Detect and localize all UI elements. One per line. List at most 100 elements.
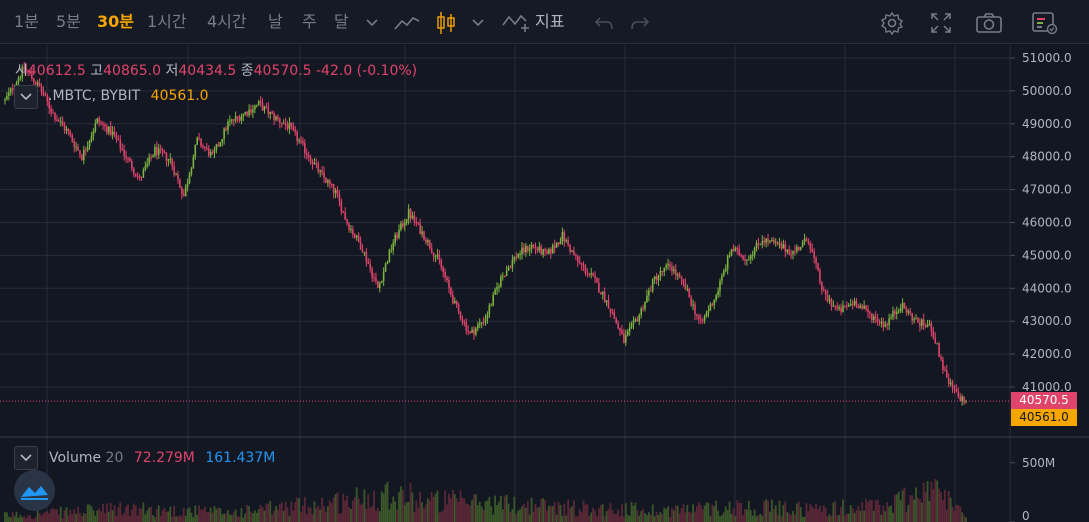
volume-bar: [48, 513, 51, 522]
candle-body: [561, 232, 564, 242]
volume-bar: [161, 510, 164, 522]
interval-4h-button[interactable]: 4시간: [207, 12, 247, 31]
candle-body: [217, 144, 220, 147]
candle-body: [594, 275, 596, 279]
volume-bar: [154, 517, 156, 522]
candle-body: [184, 186, 187, 197]
tradingview-logo[interactable]: [14, 470, 55, 511]
candlestick-icon[interactable]: [436, 0, 456, 44]
volume-bar: [202, 509, 204, 522]
redo-icon[interactable]: [630, 0, 650, 44]
candle-body: [152, 155, 154, 158]
candle-body: [338, 194, 341, 202]
candle-body: [536, 248, 539, 251]
symbol-collapse-button[interactable]: [14, 85, 38, 109]
volume-bar: [144, 514, 147, 522]
volume-bar: [571, 506, 573, 522]
layout-icon[interactable]: [1032, 0, 1058, 44]
volume-bar: [886, 502, 889, 522]
interval-1m-button[interactable]: 1분: [14, 12, 39, 31]
volume-bar: [505, 494, 508, 522]
volume-bar: [546, 510, 548, 522]
candle-body: [790, 254, 792, 256]
volume-bar: [567, 499, 570, 522]
interval-30m-button[interactable]: 30분: [97, 12, 134, 31]
volume-bar: [321, 497, 324, 522]
line-chart-icon[interactable]: [394, 0, 420, 44]
candle-body: [442, 267, 445, 273]
volume-bar: [594, 510, 596, 522]
candle-body: [375, 277, 377, 282]
interval-day-button[interactable]: 날: [268, 12, 283, 31]
volume-bar: [826, 516, 829, 522]
volume-bar: [19, 514, 22, 522]
volume-bar: [905, 511, 908, 522]
volume-bar: [682, 504, 685, 522]
candle-body: [674, 269, 677, 276]
candle-body: [113, 131, 116, 136]
volume-bar: [915, 487, 917, 522]
gear-icon[interactable]: [880, 0, 904, 44]
volume-bar: [599, 504, 602, 522]
indicators-label[interactable]: 지표: [535, 12, 565, 31]
candle-body: [513, 256, 516, 261]
candle-body: [838, 307, 840, 309]
interval-week-button[interactable]: 주: [302, 12, 317, 31]
candle-body: [109, 126, 112, 135]
volume-bar: [582, 500, 585, 522]
chevron-down-icon[interactable]: [366, 0, 378, 44]
candle-body: [225, 128, 227, 131]
volume-bar: [509, 511, 512, 522]
volume-bar: [530, 497, 533, 522]
interval-month-button[interactable]: 달: [334, 12, 349, 31]
candle-body: [546, 250, 548, 254]
volume-bar: [221, 514, 224, 522]
volume-bar: [317, 505, 320, 522]
candle-body: [448, 280, 450, 288]
candle-body: [423, 231, 425, 240]
candle-body: [248, 109, 250, 116]
candle-body: [678, 274, 681, 277]
candle-body: [244, 111, 247, 114]
candle-body: [292, 126, 295, 130]
volume-bar: [25, 518, 28, 522]
volume-bar: [394, 501, 397, 522]
volume-bar: [488, 496, 491, 522]
volume-bar: [96, 510, 99, 522]
undo-icon[interactable]: [594, 0, 614, 44]
candle-body: [190, 168, 193, 175]
volume-bar: [4, 511, 6, 522]
chart-grid: [0, 45, 1010, 522]
candle-body: [355, 235, 358, 238]
candle-body: [50, 108, 52, 113]
candle-body: [302, 140, 304, 144]
volume-bar: [238, 516, 241, 522]
volume-bar: [640, 511, 643, 522]
candle-body: [428, 240, 431, 249]
camera-icon[interactable]: [976, 0, 1002, 44]
volume-bar: [945, 509, 948, 522]
chart-type-chevron-down-icon[interactable]: [472, 0, 484, 44]
candle-body: [553, 245, 556, 248]
candle-body: [142, 169, 145, 178]
interval-5m-button[interactable]: 5분: [56, 12, 81, 31]
volume-bar: [922, 482, 925, 522]
volume-collapse-button[interactable]: [14, 446, 38, 470]
candle-body: [953, 388, 956, 390]
candle-body: [221, 138, 223, 143]
price-chart[interactable]: 51000.0 50000.0 49000.0 48000.0 47000.0 46000…: [0, 45, 1089, 522]
volume-label: Volume: [49, 450, 102, 466]
volume-bar: [250, 511, 252, 522]
fullscreen-icon[interactable]: [930, 0, 952, 44]
candle-body: [801, 241, 804, 247]
volume-bar: [476, 504, 479, 522]
candle-body: [473, 329, 475, 335]
candle-body: [58, 120, 60, 122]
volume-bar: [205, 511, 208, 522]
indicator-icon[interactable]: [502, 0, 530, 44]
volume-bar: [232, 512, 235, 522]
volume-bar: [411, 492, 414, 522]
interval-1h-button[interactable]: 1시간: [147, 12, 187, 31]
candle-body: [179, 179, 181, 188]
volume-bar: [159, 515, 162, 522]
